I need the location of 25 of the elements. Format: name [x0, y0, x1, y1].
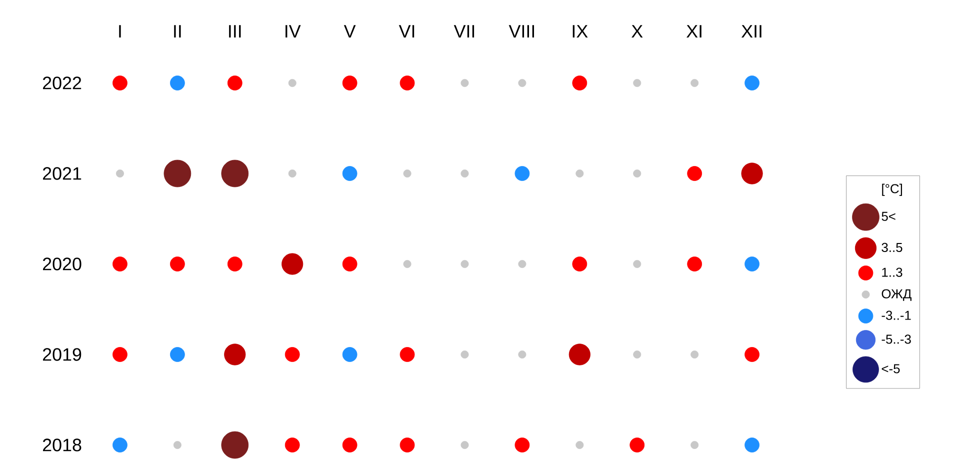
- legend-label: 3..5: [882, 242, 902, 252]
- x-tick-label: VII: [454, 25, 474, 38]
- legend-label: <-5: [882, 364, 900, 374]
- legend-label: -5..-3: [882, 334, 911, 344]
- x-tick-label: IV: [286, 25, 301, 38]
- x-tick-label: I: [119, 25, 121, 38]
- x-tick-label: VI: [398, 25, 414, 38]
- legend-label: 1..3: [882, 268, 902, 277]
- x-tick-label: III: [229, 25, 241, 38]
- legend-title: [°C]: [882, 184, 902, 196]
- x-tick-label: IX: [572, 25, 588, 38]
- legend-label: -3..-1: [882, 310, 911, 320]
- x-tick-label: II: [174, 25, 181, 38]
- legend-label: ОЖД: [882, 289, 912, 301]
- x-tick-label: XII: [741, 25, 762, 38]
- x-tick-label: V: [344, 25, 356, 38]
- y-tick-label: 2018: [42, 438, 82, 452]
- x-tick-label: VIII: [508, 25, 534, 38]
- x-tick-label: XI: [686, 25, 702, 38]
- y-tick-label: 2021: [42, 167, 82, 180]
- y-tick-label: 2019: [42, 348, 82, 361]
- y-tick-label: 2022: [42, 76, 82, 90]
- y-tick-label: 2020: [42, 258, 82, 270]
- x-tick-label: X: [632, 25, 643, 38]
- legend-label: 5<: [882, 212, 896, 221]
